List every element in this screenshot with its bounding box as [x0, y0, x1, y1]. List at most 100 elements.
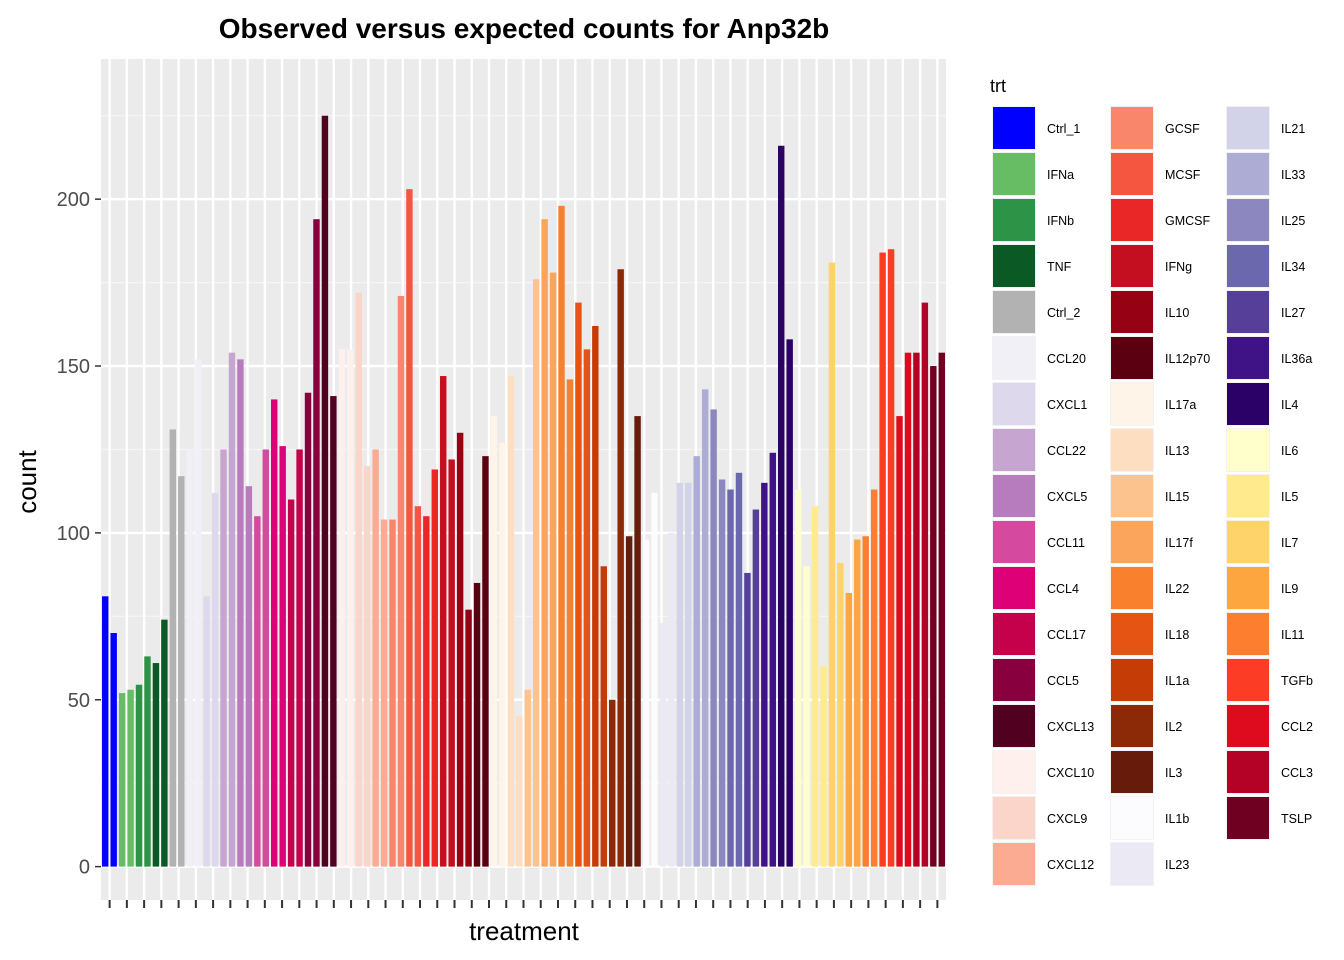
bar-ccl20: [194, 359, 202, 867]
bar-ccl11: [262, 449, 269, 867]
bar-il4: [778, 145, 785, 867]
legend-swatch: [1227, 383, 1269, 425]
legend-swatch: [1111, 843, 1153, 885]
bars: [102, 115, 945, 867]
bar-il7: [837, 562, 844, 867]
bar-ifng: [440, 376, 447, 867]
legend-label: IL10: [1165, 306, 1189, 320]
legend-label: IL23: [1165, 858, 1189, 872]
legend-label: CCL11: [1047, 536, 1085, 550]
legend-label: IL27: [1281, 306, 1305, 320]
bar-mcsf: [414, 506, 422, 867]
legend-swatch: [1227, 291, 1269, 333]
bar-il25: [710, 409, 717, 867]
bar-tslp: [930, 366, 937, 867]
bar-ccl22: [228, 352, 236, 867]
bar-il9: [845, 592, 853, 867]
legend-label: IL4: [1281, 398, 1298, 412]
legend-label: IL1b: [1165, 812, 1189, 826]
legend-swatch: [1111, 153, 1153, 195]
legend-item-il36a: IL36a: [1226, 336, 1312, 380]
legend-swatch: [1111, 613, 1153, 655]
bar-il12p70: [473, 582, 481, 867]
legend-item-il1b: IL1b: [1110, 796, 1189, 840]
legend-item-ccl2: CCL2: [1226, 704, 1313, 748]
legend-item-il6: IL6: [1226, 428, 1298, 472]
legend-label: CCL20: [1047, 352, 1086, 366]
legend: Ctrl_1 IFNa IFNb TNF Ctrl_2 CCL20 CXCL1 CCL22 CX…: [992, 106, 1313, 886]
legend-label: IL34: [1281, 260, 1305, 274]
legend-item-ifna: IFNa: [992, 152, 1074, 196]
bar-ifna: [127, 689, 134, 867]
y-tick-label: 100: [57, 523, 90, 545]
legend-item-ctrl_2: Ctrl_2: [992, 290, 1080, 334]
bar-il25: [718, 479, 726, 867]
x-axis: [108, 900, 939, 908]
legend-label: IL1a: [1165, 674, 1189, 688]
bar-il2: [617, 269, 624, 867]
bar-il12p70: [482, 456, 489, 867]
legend-swatch: [993, 291, 1035, 333]
chart-title: Observed versus expected counts for Anp3…: [219, 13, 830, 44]
legend-item-ccl5: CCL5: [992, 658, 1079, 702]
legend-swatch: [993, 107, 1035, 149]
legend-label: CXCL12: [1047, 858, 1094, 872]
legend-swatch: [1227, 613, 1269, 655]
legend-label: CXCL1: [1047, 398, 1087, 412]
bar-il10: [456, 432, 464, 867]
legend-swatch: [1227, 245, 1269, 287]
y-tick-label: 200: [57, 189, 90, 211]
bar-il6: [803, 566, 810, 867]
legend-swatch: [993, 429, 1035, 471]
legend-swatch: [993, 797, 1035, 839]
legend-item-il5: IL5: [1226, 474, 1298, 518]
bar-ifnb: [135, 684, 143, 867]
legend-swatch: [1227, 567, 1269, 609]
bar-il1b: [642, 539, 650, 867]
legend-item-mcsf: MCSF: [1110, 152, 1201, 196]
bar-mcsf: [406, 189, 413, 867]
legend-label: CCL4: [1047, 582, 1079, 596]
bar-ccl2: [896, 416, 903, 867]
legend-label: GMCSF: [1165, 214, 1211, 228]
legend-label: CCL5: [1047, 674, 1079, 688]
legend-swatch: [993, 337, 1035, 379]
bar-cxcl1: [211, 492, 219, 867]
legend-label: IL33: [1281, 168, 1305, 182]
legend-item-ccl17: CCL17: [992, 612, 1086, 656]
legend-item-il13: IL13: [1110, 428, 1189, 472]
legend-swatch: [993, 245, 1035, 287]
bar-il7: [828, 262, 836, 867]
bar-il1a: [592, 325, 599, 867]
y-axis-title: count: [12, 449, 42, 513]
bar-cxcl10: [347, 349, 354, 867]
legend-swatch: [1111, 751, 1153, 793]
bar-il33: [693, 456, 700, 867]
legend-item-il27: IL27: [1226, 290, 1305, 334]
bar-il17a: [490, 416, 498, 867]
legend-title: trt: [990, 76, 1006, 96]
legend-item-ccl20: CCL20: [992, 336, 1086, 380]
bar-il3: [625, 536, 633, 867]
bar-il10: [465, 609, 472, 867]
legend-item-il25: IL25: [1226, 198, 1305, 242]
bar-il36a: [769, 452, 776, 867]
bar-cxcl9: [355, 292, 362, 867]
legend-item-il7: IL7: [1226, 520, 1298, 564]
bar-ccl3: [913, 352, 920, 867]
bar-ctrl_1: [110, 633, 117, 867]
bar-il18: [575, 302, 582, 867]
bar-cxcl5: [245, 486, 253, 867]
legend-label: Ctrl_2: [1047, 306, 1080, 320]
legend-item-il3: IL3: [1110, 750, 1182, 794]
bar-cxcl13: [330, 396, 337, 867]
legend-swatch: [993, 153, 1035, 195]
bar-gmcsf: [423, 516, 430, 867]
legend-label: IL21: [1281, 122, 1305, 136]
legend-swatch: [1111, 199, 1153, 241]
legend-item-cxcl12: CXCL12: [992, 842, 1094, 886]
legend-item-ccl22: CCL22: [992, 428, 1086, 472]
legend-label: TNF: [1047, 260, 1072, 274]
bar-gmcsf: [431, 469, 438, 867]
legend-label: IL17f: [1165, 536, 1193, 550]
